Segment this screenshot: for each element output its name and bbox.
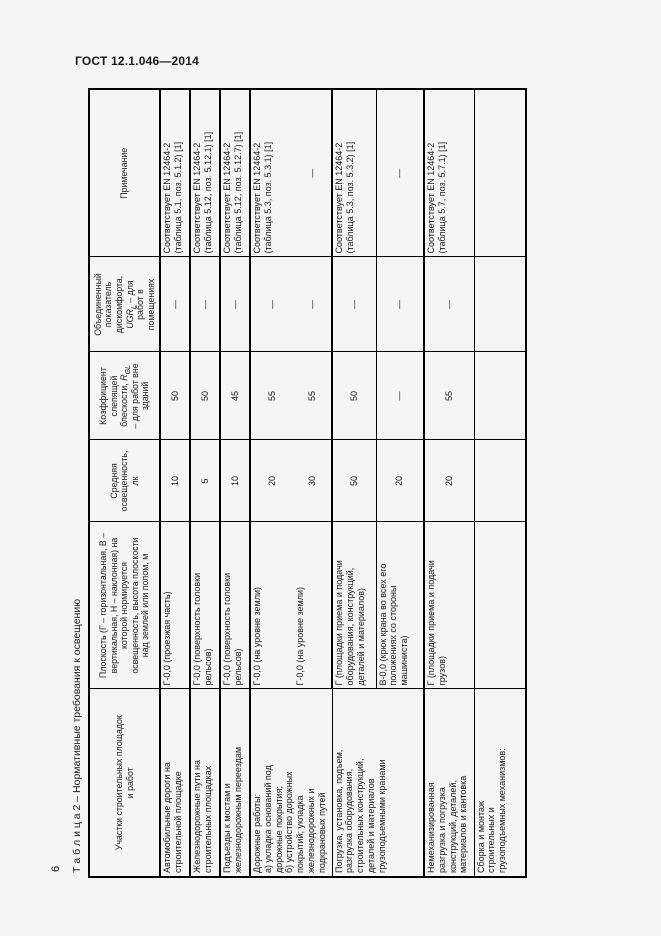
cell-plane: В-0,0 (крюк крана во всех его положениях…	[376, 522, 424, 689]
cell-plane: Г-0,0 (проезжая часть)	[160, 522, 190, 689]
cell-site: Автомобильные дороги на строительной пло…	[160, 689, 190, 877]
cell-illuminance: 10	[160, 440, 190, 522]
header-glare-coefficient: Коэффициент слепящей блескости, RGL – дл…	[89, 352, 160, 440]
table-row-assembly: Сборка и монтаж строительных и грузоподъ…	[474, 89, 526, 877]
cell-ugr: —	[332, 257, 376, 352]
cell-ugr: —	[250, 257, 294, 352]
cell-glare: 55	[250, 352, 294, 440]
header-illuminance: Средняя освещенность, лк	[89, 440, 160, 522]
cell-illuminance: 20	[376, 440, 424, 522]
cell-note: Соответствует EN 12464-2 (таблица 5.7, п…	[424, 89, 474, 257]
cell-site: Подъезды к мостам и железнодорожным пере…	[220, 689, 250, 877]
table-row-railways: Железнодорожные пути на строительных пло…	[190, 89, 220, 877]
header-note: Примечание	[89, 89, 160, 257]
page-number: 6	[50, 865, 62, 872]
cell-note: Соответствует EN 12464-2 (таблица 5.1, п…	[160, 89, 190, 257]
cell-plane	[474, 522, 526, 689]
cell-site: Немеханизированная разгрузка и погрузка …	[424, 689, 474, 877]
table-header-row: Участки строительных площадок и работ Пл…	[89, 89, 160, 877]
cell-note: —	[376, 89, 424, 257]
cell-ugr: —	[376, 257, 424, 352]
cell-ugr: —	[424, 257, 474, 352]
cell-illuminance: 30	[294, 440, 332, 522]
cell-ugr: —	[160, 257, 190, 352]
cell-ugr: —	[220, 257, 250, 352]
cell-glare: 50	[160, 352, 190, 440]
rotated-table-block: 6 Т а б л и ц а 2 – Нормативные требован…	[50, 86, 536, 878]
table-row-roads: Автомобильные дороги на строительной пло…	[160, 89, 190, 877]
cell-glare: —	[376, 352, 424, 440]
cell-site: Погрузка, установка, подъем, разгрузка о…	[332, 689, 424, 877]
cell-illuminance: 20	[250, 440, 294, 522]
cell-plane: Г (площадки приема и подачи грузов)	[424, 522, 474, 689]
requirements-table: Участки строительных площадок и работ Пл…	[88, 88, 527, 878]
cell-site: Сборка и монтаж строительных и грузоподъ…	[474, 689, 526, 877]
cell-plane: Г-0,0 (поверхность головки рельсов)	[190, 522, 220, 689]
table-row-manual-loading: Немеханизированная разгрузка и погрузка …	[424, 89, 474, 877]
cell-plane: Г-0,0 (на уровне земли)	[294, 522, 332, 689]
table-row-road-works-a: Дорожные работы: а) укладка оснований по…	[250, 89, 332, 877]
doc-header: ГОСТ 12.1.046—2014	[75, 54, 200, 68]
cell-plane: Г-0,0 (на уровне земли)	[250, 522, 294, 689]
cell-glare: 45	[220, 352, 250, 440]
cell-note: Соответствует EN 12464-2 (таблица 5.3, п…	[250, 89, 294, 257]
cell-note: Соответствует EN 12464-2 (таблица 5.3, п…	[332, 89, 376, 257]
cell-site: Железнодорожные пути на строительных пло…	[190, 689, 220, 877]
table-caption: Т а б л и ц а 2 – Нормативные требования…	[71, 598, 83, 873]
header-sites: Участки строительных площадок и работ	[89, 689, 160, 877]
cell-glare: 55	[294, 352, 332, 440]
cell-illuminance: 10	[220, 440, 250, 522]
cell-ugr	[474, 257, 526, 352]
cell-illuminance	[474, 440, 526, 522]
cell-glare: 55	[424, 352, 474, 440]
cell-note: Соответствует EN 12464-2 (таблица 5.12, …	[220, 89, 250, 257]
cell-note: Соответствует EN 12464-2 (таблица 5.12, …	[190, 89, 220, 257]
cell-plane: Г (площадки приема и подачи оборудования…	[332, 522, 376, 689]
cell-note: —	[294, 89, 332, 257]
cell-ugr: —	[190, 257, 220, 352]
cell-glare: 50	[190, 352, 220, 440]
cell-plane: Г-0,0 (поверхность головки рельсов)	[220, 522, 250, 689]
table-row-bridge-approaches: Подъезды к мостам и железнодорожным пере…	[220, 89, 250, 877]
cell-illuminance: 20	[424, 440, 474, 522]
cell-site: Дорожные работы: а) укладка оснований по…	[250, 689, 332, 877]
header-plane: Плоскость (Г – горизонтальная, В – верти…	[89, 522, 160, 689]
cell-illuminance: 50	[332, 440, 376, 522]
cell-note	[474, 89, 526, 257]
header-ugr: Объединенный показатель дискомфорта, UGR…	[89, 257, 160, 352]
cell-glare	[474, 352, 526, 440]
cell-glare: 50	[332, 352, 376, 440]
cell-ugr: —	[294, 257, 332, 352]
table-row-crane-loading-a: Погрузка, установка, подъем, разгрузка о…	[332, 89, 424, 877]
cell-illuminance: 5	[190, 440, 220, 522]
